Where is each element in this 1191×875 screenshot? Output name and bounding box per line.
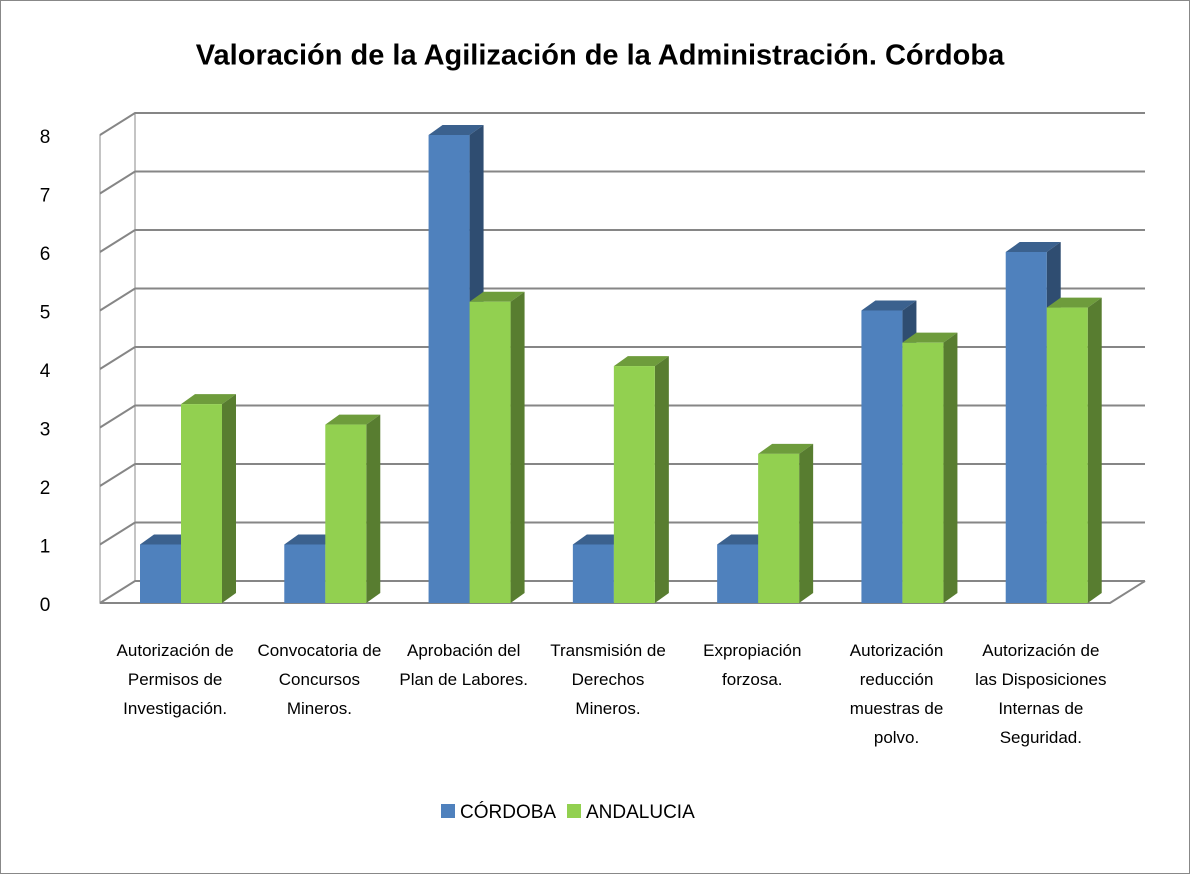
bar-top bbox=[469, 291, 525, 302]
y-tick-label: 7 bbox=[40, 186, 51, 207]
bar-side bbox=[510, 291, 525, 603]
bar-top bbox=[613, 356, 669, 367]
grid-line bbox=[99, 346, 1145, 370]
bar bbox=[181, 394, 236, 603]
grid-line bbox=[99, 229, 1145, 253]
bar-top bbox=[325, 414, 381, 425]
y-tick-label: 6 bbox=[40, 244, 51, 265]
legend-swatch bbox=[441, 804, 455, 818]
bar-front bbox=[1046, 307, 1088, 603]
y-tick-label: 4 bbox=[40, 361, 51, 382]
bar-front bbox=[284, 544, 326, 603]
bar-front bbox=[469, 301, 511, 603]
bar-front bbox=[902, 342, 944, 603]
bar-front bbox=[1005, 252, 1047, 603]
y-tick-label: 0 bbox=[40, 595, 51, 616]
bar bbox=[469, 291, 525, 603]
bar bbox=[902, 332, 958, 603]
y-tick-label: 2 bbox=[40, 478, 51, 499]
bar-front bbox=[428, 135, 470, 603]
y-tick-label: 1 bbox=[40, 537, 51, 558]
bar-front bbox=[613, 366, 655, 603]
grid-line bbox=[99, 404, 1145, 429]
bar-top bbox=[861, 300, 917, 311]
grid-line bbox=[99, 170, 1145, 195]
bar-front bbox=[572, 544, 614, 603]
chart-title: Valoración de la Agilización de la Admin… bbox=[196, 40, 1005, 72]
bar-top bbox=[181, 394, 236, 405]
bar-side bbox=[943, 332, 958, 603]
x-tick-label: Convocatoria de Concursos Mineros. bbox=[257, 641, 382, 718]
x-tick-label: Transmisión de Derechos Mineros. bbox=[550, 641, 666, 718]
bar bbox=[613, 356, 669, 603]
grid-line bbox=[99, 287, 1145, 312]
bar bbox=[325, 414, 381, 603]
bar-top bbox=[1046, 297, 1102, 308]
x-tick-label: Expropiación forzosa. bbox=[703, 641, 802, 689]
bar-front bbox=[717, 544, 759, 603]
legend-label: ANDALUCIA bbox=[586, 802, 695, 823]
bar-front bbox=[181, 404, 222, 603]
y-tick-label: 5 bbox=[40, 303, 51, 324]
bar-side bbox=[799, 443, 814, 603]
y-tick-label: 3 bbox=[40, 420, 51, 441]
bar-top bbox=[758, 443, 814, 454]
x-tick-label: Autorización de las Disposiciones Intern… bbox=[975, 641, 1107, 747]
bar-front bbox=[861, 310, 903, 603]
bar bbox=[758, 443, 814, 603]
bar-front bbox=[140, 544, 181, 603]
bar-top bbox=[1005, 242, 1061, 252]
legend-label: CÓRDOBA bbox=[460, 801, 556, 823]
bar-side bbox=[366, 414, 381, 603]
bar-front bbox=[325, 424, 367, 603]
bar-top bbox=[428, 125, 484, 135]
bar-side bbox=[1087, 297, 1102, 603]
y-tick-label: 8 bbox=[40, 127, 51, 148]
bar-side bbox=[222, 394, 236, 603]
bar-front bbox=[758, 453, 800, 603]
x-tick-label: Autorización de Permisos de Investigació… bbox=[116, 641, 234, 718]
grid-line bbox=[99, 112, 1145, 136]
legend-swatch bbox=[567, 804, 581, 818]
bar bbox=[1046, 297, 1102, 603]
bar-side bbox=[654, 356, 669, 603]
x-tick-label: Autorización reducción muestras de polvo… bbox=[849, 641, 944, 747]
bar-top bbox=[902, 332, 958, 343]
x-tick-label: Aprobación del Plan de Labores. bbox=[399, 641, 528, 689]
